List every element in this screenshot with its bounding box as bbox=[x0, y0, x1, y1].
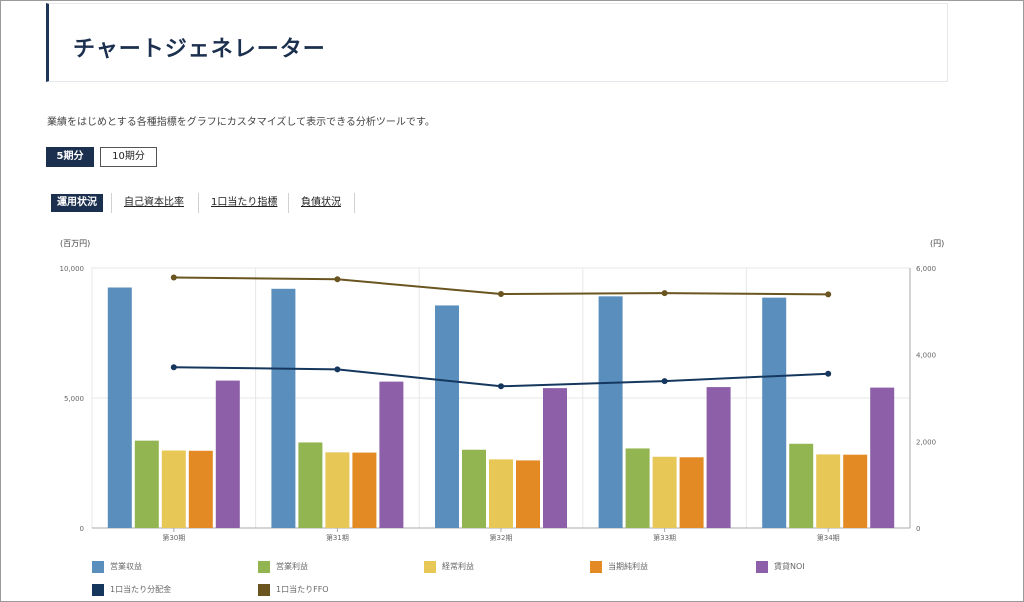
tab-divider bbox=[111, 193, 112, 213]
legend-swatch bbox=[424, 561, 436, 573]
bar-rental_noi bbox=[706, 387, 731, 528]
bar-revenue bbox=[435, 305, 459, 528]
point-dist bbox=[498, 383, 504, 390]
y-right-tick-label: 2,000 bbox=[916, 438, 936, 446]
y-right-tick-label: 0 bbox=[916, 525, 920, 533]
point-ffo bbox=[661, 290, 668, 297]
y-tick-label: 0 bbox=[80, 525, 84, 533]
legend-swatch bbox=[258, 584, 270, 596]
bar-revenue bbox=[598, 296, 623, 528]
page-title: チャートジェネレーター bbox=[73, 37, 326, 62]
tab-divider bbox=[288, 193, 289, 213]
y-right-tick-label: 6,000 bbox=[916, 265, 936, 273]
legend-item[interactable]: 賃貸NOI bbox=[756, 561, 805, 573]
y-right-tick-label: 4,000 bbox=[916, 352, 936, 360]
point-ffo bbox=[825, 291, 832, 298]
point-dist bbox=[661, 378, 668, 385]
x-tick-label: 第34期 bbox=[817, 533, 840, 542]
bar-op_profit bbox=[789, 443, 814, 528]
bar-rental_noi bbox=[870, 387, 895, 528]
bar-ord_profit bbox=[325, 452, 350, 528]
bar-ord_profit bbox=[161, 450, 186, 528]
right-axis-unit: (円) bbox=[930, 239, 945, 248]
point-dist bbox=[170, 364, 177, 371]
tab-operations[interactable]: 運用状況 bbox=[51, 194, 103, 212]
point-ffo bbox=[498, 291, 504, 297]
bar-revenue bbox=[107, 287, 132, 528]
legend-item[interactable]: 当期純利益 bbox=[590, 561, 648, 573]
legend-label: 1口当たり分配金 bbox=[110, 585, 172, 594]
left-axis-unit: (百万円) bbox=[60, 239, 91, 248]
bar-revenue bbox=[762, 297, 787, 528]
legend-label: 賃貸NOI bbox=[774, 562, 805, 571]
bar-rental_noi bbox=[379, 381, 404, 528]
tab-divider bbox=[354, 193, 355, 213]
bar-op_profit bbox=[298, 442, 323, 528]
legend-item[interactable]: 営業利益 bbox=[258, 561, 308, 573]
bar-net_profit bbox=[679, 457, 704, 528]
title-box: チャートジェネレーター bbox=[46, 3, 948, 82]
legend-label: 1口当たりFFO bbox=[276, 585, 329, 594]
x-tick-label: 第30期 bbox=[162, 533, 185, 542]
bar-rental_noi bbox=[543, 388, 567, 528]
legend-label: 営業利益 bbox=[276, 562, 308, 571]
legend-swatch bbox=[92, 584, 104, 596]
bar-op_profit bbox=[462, 449, 486, 528]
bar-ord_profit bbox=[652, 456, 677, 528]
bar-revenue bbox=[271, 288, 296, 528]
legend-item[interactable]: 1口当たりFFO bbox=[258, 584, 329, 596]
bar-net_profit bbox=[188, 450, 213, 528]
point-dist bbox=[825, 370, 832, 377]
tab-equity-ratio[interactable]: 自己資本比率 bbox=[124, 197, 184, 208]
legend-swatch bbox=[258, 561, 270, 573]
point-dist bbox=[334, 366, 341, 373]
bar-op_profit bbox=[134, 440, 159, 528]
tab-divider bbox=[198, 193, 199, 213]
legend-label: 当期純利益 bbox=[608, 562, 648, 571]
period-5-button[interactable]: 5期分 bbox=[46, 147, 94, 167]
x-tick-label: 第32期 bbox=[490, 533, 513, 542]
legend-swatch bbox=[590, 561, 602, 573]
legend-label: 営業収益 bbox=[110, 562, 142, 571]
y-tick-label: 10,000 bbox=[60, 265, 85, 273]
legend-swatch bbox=[92, 561, 104, 573]
legend-label: 経常利益 bbox=[442, 562, 474, 571]
legend-item[interactable]: 1口当たり分配金 bbox=[92, 584, 171, 596]
period-10-button[interactable]: 10期分 bbox=[100, 147, 157, 167]
bar-net_profit bbox=[352, 452, 377, 528]
legend-item[interactable]: 営業収益 bbox=[92, 561, 142, 573]
y-tick-label: 5,000 bbox=[64, 395, 84, 403]
legend-swatch bbox=[756, 561, 768, 573]
legend-item[interactable]: 経常利益 bbox=[424, 561, 474, 573]
bar-ord_profit bbox=[489, 459, 513, 528]
point-ffo bbox=[170, 274, 177, 281]
bar-op_profit bbox=[625, 448, 650, 528]
x-tick-label: 第33期 bbox=[653, 533, 676, 542]
bar-ord_profit bbox=[816, 454, 841, 528]
point-ffo bbox=[334, 276, 341, 283]
bar-rental_noi bbox=[215, 380, 240, 528]
tab-debt[interactable]: 負債状況 bbox=[301, 197, 341, 208]
tab-per-unit[interactable]: 1口当たり指標 bbox=[211, 197, 278, 208]
x-tick-label: 第31期 bbox=[326, 533, 349, 542]
bar-net_profit bbox=[843, 454, 868, 528]
bar-net_profit bbox=[516, 460, 540, 528]
page-description: 業績をはじめとする各種指標をグラフにカスタマイズして表示できる分析ツールです。 bbox=[47, 117, 435, 128]
